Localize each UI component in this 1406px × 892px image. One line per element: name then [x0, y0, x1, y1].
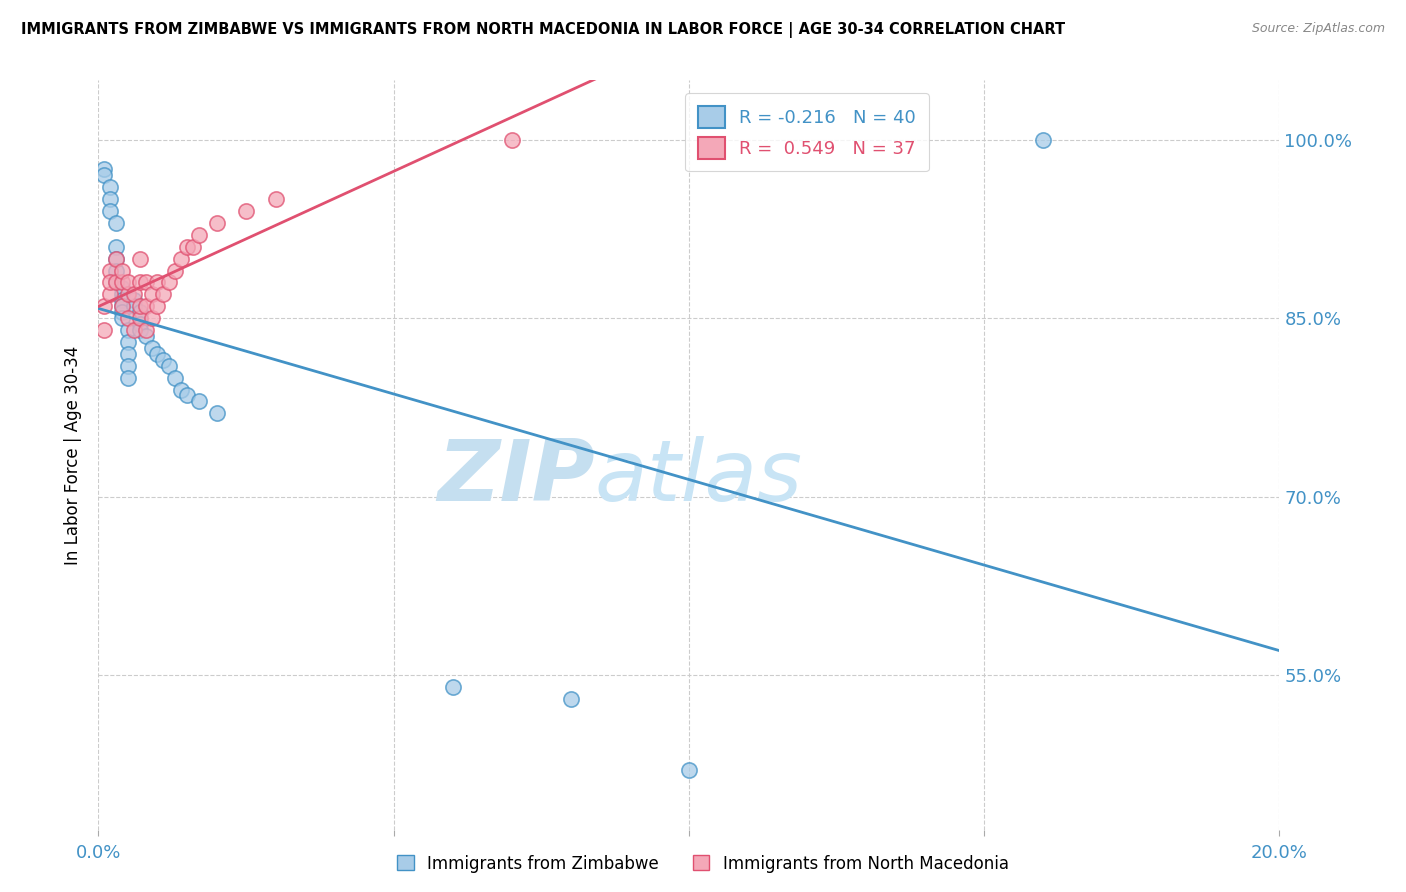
Point [146, 299, 169, 313]
Point [93, 323, 115, 337]
Point [117, 323, 139, 337]
Point [117, 334, 139, 349]
Point [170, 252, 193, 266]
Point [146, 276, 169, 290]
Point [205, 216, 228, 230]
Point [93, 169, 115, 183]
Point [111, 276, 134, 290]
Point [135, 299, 157, 313]
Text: atlas: atlas [595, 436, 803, 519]
Point [128, 323, 150, 337]
Point [128, 317, 150, 331]
Point [170, 383, 193, 397]
Text: ZIP: ZIP [437, 436, 595, 519]
Point [235, 204, 257, 219]
Point [117, 276, 139, 290]
Point [141, 341, 163, 355]
Text: Source: ZipAtlas.com: Source: ZipAtlas.com [1251, 22, 1385, 36]
Point [122, 299, 145, 313]
Point [105, 216, 128, 230]
Point [128, 305, 150, 319]
Point [93, 299, 115, 313]
Point [122, 287, 145, 301]
Point [98, 204, 121, 219]
Point [93, 162, 115, 177]
Point [678, 763, 700, 777]
Point [441, 680, 464, 694]
Point [152, 352, 174, 367]
Point [165, 263, 187, 277]
Point [111, 281, 134, 295]
Point [98, 192, 121, 206]
Point [111, 305, 134, 319]
Point [98, 287, 121, 301]
Point [205, 406, 228, 420]
Point [111, 263, 134, 277]
Point [105, 263, 128, 277]
Point [117, 287, 139, 301]
Point [111, 293, 134, 308]
Point [98, 263, 121, 277]
Point [501, 133, 523, 147]
Legend: Immigrants from Zimbabwe, Immigrants from North Macedonia: Immigrants from Zimbabwe, Immigrants fro… [391, 848, 1015, 880]
Point [105, 240, 128, 254]
Point [117, 359, 139, 373]
Point [187, 227, 209, 242]
Point [128, 311, 150, 326]
Point [105, 276, 128, 290]
Point [176, 388, 198, 402]
Point [128, 299, 150, 313]
Point [122, 293, 145, 308]
Text: IMMIGRANTS FROM ZIMBABWE VS IMMIGRANTS FROM NORTH MACEDONIA IN LABOR FORCE | AGE: IMMIGRANTS FROM ZIMBABWE VS IMMIGRANTS F… [21, 22, 1066, 38]
Point [98, 180, 121, 194]
Point [105, 252, 128, 266]
Point [117, 370, 139, 384]
Point [135, 329, 157, 343]
Point [111, 299, 134, 313]
Point [176, 240, 198, 254]
Point [117, 347, 139, 361]
Point [157, 276, 180, 290]
Point [111, 287, 134, 301]
Point [187, 394, 209, 409]
Point [135, 323, 157, 337]
Text: 20.0%: 20.0% [1251, 844, 1308, 862]
Point [141, 287, 163, 301]
Text: 0.0%: 0.0% [76, 844, 121, 862]
Point [111, 299, 134, 313]
Point [135, 276, 157, 290]
Point [128, 252, 150, 266]
Point [141, 311, 163, 326]
Point [128, 276, 150, 290]
Y-axis label: In Labor Force | Age 30-34: In Labor Force | Age 30-34 [65, 345, 83, 565]
Point [146, 347, 169, 361]
Point [157, 359, 180, 373]
Point [111, 311, 134, 326]
Point [122, 323, 145, 337]
Point [105, 276, 128, 290]
Point [181, 240, 204, 254]
Legend: R = -0.216   N = 40, R =  0.549   N = 37: R = -0.216 N = 40, R = 0.549 N = 37 [685, 93, 929, 171]
Point [264, 192, 287, 206]
Point [560, 691, 582, 706]
Point [98, 276, 121, 290]
Point [165, 370, 187, 384]
Point [152, 287, 174, 301]
Point [105, 252, 128, 266]
Point [1032, 133, 1054, 147]
Point [117, 311, 139, 326]
